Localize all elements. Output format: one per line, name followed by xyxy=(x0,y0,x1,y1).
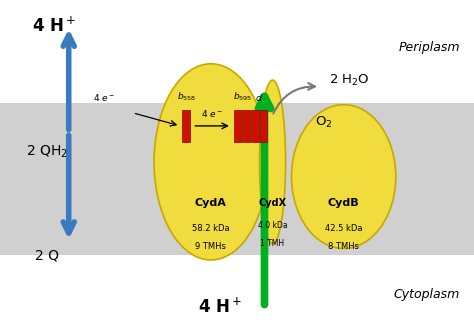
Text: $4\ e^-$: $4\ e^-$ xyxy=(201,108,223,119)
Text: Periplasm: Periplasm xyxy=(398,41,460,54)
Text: CydB: CydB xyxy=(328,198,359,208)
Text: $b_{595}$: $b_{595}$ xyxy=(233,91,252,103)
Text: 58.2 kDa: 58.2 kDa xyxy=(192,224,230,233)
Text: 2 Q: 2 Q xyxy=(36,248,59,262)
Text: CydX: CydX xyxy=(258,198,287,208)
Text: $d$: $d$ xyxy=(255,92,263,103)
Ellipse shape xyxy=(259,80,285,244)
Text: 4.0 kDa: 4.0 kDa xyxy=(258,221,287,230)
Text: 1 TMH: 1 TMH xyxy=(261,239,284,248)
Text: $b_{558}$: $b_{558}$ xyxy=(177,91,196,103)
Bar xyxy=(234,110,242,142)
Text: 8 TMHs: 8 TMHs xyxy=(328,242,359,251)
Ellipse shape xyxy=(154,64,268,260)
Bar xyxy=(243,110,250,142)
Bar xyxy=(0,103,474,255)
Bar xyxy=(182,110,190,142)
Text: 2 QH$_2$: 2 QH$_2$ xyxy=(27,144,68,160)
Text: O$_2$: O$_2$ xyxy=(315,115,333,130)
Text: $4\ e^-$: $4\ e^-$ xyxy=(93,92,116,103)
Text: 9 TMHs: 9 TMHs xyxy=(195,242,227,251)
Text: 42.5 kDa: 42.5 kDa xyxy=(325,224,363,233)
Bar xyxy=(260,110,267,142)
Text: 2 H$_2$O: 2 H$_2$O xyxy=(329,73,370,88)
Text: 4 H$^+$: 4 H$^+$ xyxy=(32,16,77,36)
Ellipse shape xyxy=(292,105,396,249)
Text: Cytoplasm: Cytoplasm xyxy=(393,288,460,301)
Text: CydA: CydA xyxy=(195,198,227,208)
Text: 4 H$^+$: 4 H$^+$ xyxy=(198,298,243,317)
Bar xyxy=(251,110,259,142)
